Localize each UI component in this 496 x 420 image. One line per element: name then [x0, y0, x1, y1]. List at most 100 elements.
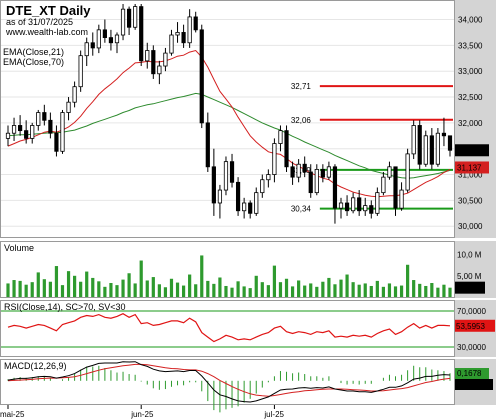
candle	[24, 120, 29, 144]
candle	[48, 112, 53, 139]
candle	[363, 197, 368, 216]
price-grid	[1, 19, 454, 227]
price-tick-label: 32,500	[458, 93, 483, 102]
candle-body	[108, 37, 114, 44]
volume-bar	[254, 275, 258, 297]
candlesticks	[5, 4, 453, 224]
candle-body	[102, 29, 107, 38]
candle-body	[229, 161, 235, 183]
volume-bar	[248, 288, 252, 297]
volume-bar	[145, 280, 149, 297]
macd-hist-value: -0,1060	[457, 380, 485, 389]
candle-body	[211, 166, 216, 204]
candle-body	[417, 125, 422, 165]
candle	[114, 32, 120, 54]
last-price-value: 31,470	[457, 146, 482, 155]
candle-body	[139, 6, 144, 62]
volume-bar	[436, 287, 440, 297]
candle-body	[42, 112, 47, 121]
price-axis-labels: 34,00033,50033,00032,50032,00031,50031,0…	[455, 16, 489, 231]
rsi-last-value: 53,5953	[456, 322, 485, 331]
candle	[108, 29, 114, 51]
volume-bar	[327, 277, 331, 297]
candle-body	[393, 166, 398, 209]
rsi-line	[7, 313, 451, 343]
candle	[357, 190, 362, 216]
x-tick-label: jul-25	[263, 410, 284, 419]
candle	[435, 128, 440, 167]
candle	[248, 200, 253, 219]
price-tick-label: 33,500	[458, 41, 483, 50]
candle-body	[18, 125, 23, 132]
candle-body	[11, 125, 17, 134]
candle-body	[181, 32, 186, 44]
volume-bar	[206, 280, 210, 297]
volume-bar	[109, 283, 113, 297]
volume-bar	[169, 278, 174, 297]
candle-body	[363, 205, 368, 212]
candle-body	[435, 132, 440, 165]
volume-bar	[24, 284, 28, 297]
candle-body	[114, 34, 120, 44]
volume-bar	[188, 274, 192, 297]
candle	[175, 22, 180, 43]
candle	[272, 138, 277, 183]
candle	[447, 135, 453, 157]
candle	[223, 156, 229, 196]
volume-bar	[430, 283, 434, 297]
candle	[308, 164, 313, 198]
candle-body	[5, 132, 11, 139]
candle	[332, 164, 338, 224]
candle-body	[24, 130, 29, 139]
price-tick-label: 32,000	[458, 119, 483, 128]
candle-body	[429, 135, 434, 165]
volume-bar	[424, 285, 428, 297]
x-tick-label: jun-25	[130, 410, 154, 419]
candle	[375, 187, 380, 216]
candle	[193, 11, 198, 33]
candle-body	[84, 42, 89, 57]
candle	[5, 125, 11, 147]
candle	[102, 19, 107, 43]
candle-body	[278, 130, 283, 144]
candle	[199, 24, 204, 129]
candle	[351, 192, 356, 214]
volume-bar	[260, 282, 264, 297]
support-level-label: 30,34	[291, 205, 312, 214]
ema21-legend: EMA(Close,21)	[3, 47, 64, 57]
volume-bar	[157, 284, 161, 297]
rsi-tick-label: 70,0000	[457, 307, 486, 316]
volume-bar	[266, 285, 270, 297]
candle-body	[423, 135, 428, 165]
volume-bar	[418, 283, 422, 297]
macd-pane	[0, 359, 455, 405]
candle-body	[96, 29, 101, 49]
candle	[139, 4, 144, 67]
candle	[42, 104, 47, 126]
candle-body	[60, 112, 65, 152]
volume-bar	[91, 277, 95, 297]
volume-bar	[290, 286, 295, 297]
candle	[229, 153, 235, 188]
as-of-date: as of 31/07/2025	[6, 17, 73, 27]
candle-body	[320, 168, 325, 178]
candle	[11, 117, 17, 141]
candle	[429, 128, 434, 170]
candle	[278, 125, 283, 152]
candle-body	[126, 8, 132, 28]
volume-bar	[333, 284, 337, 297]
candle	[260, 174, 265, 198]
volume-bar	[339, 279, 343, 297]
volume-bar	[224, 285, 228, 297]
volume-bar	[48, 281, 52, 297]
candle-body	[145, 50, 150, 62]
volume-bar	[218, 277, 222, 297]
volume-bar	[12, 280, 16, 297]
candle-body	[387, 166, 392, 178]
volume-bar	[30, 282, 34, 297]
candle-body	[314, 168, 319, 194]
candle-body	[284, 130, 289, 168]
volume-bar	[73, 275, 77, 297]
